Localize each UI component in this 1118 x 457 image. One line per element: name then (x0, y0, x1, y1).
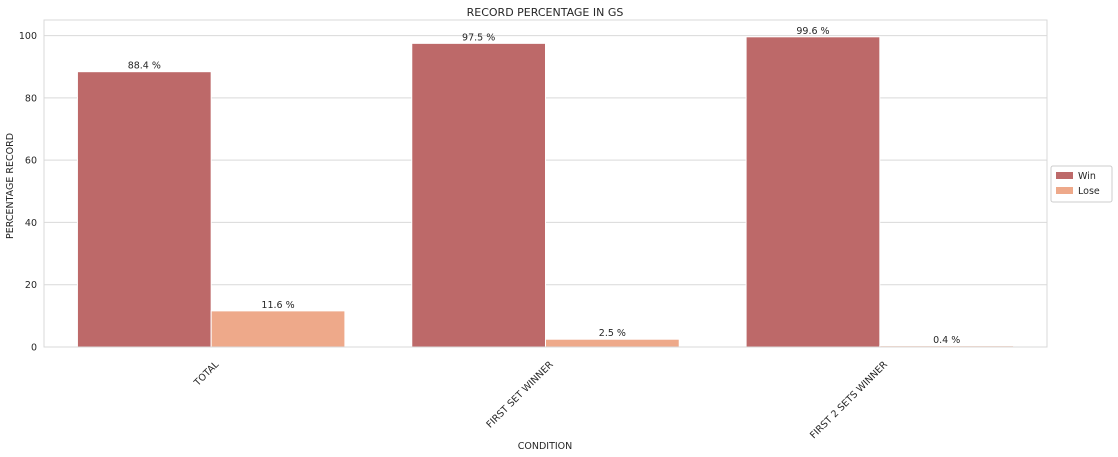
legend-swatch-lose (1056, 187, 1073, 194)
data-label: 0.4 % (933, 335, 960, 346)
y-axis-label: PERCENTAGE RECORD (5, 133, 16, 239)
bar-lose-1 (545, 338, 680, 348)
y-tick-label: 80 (25, 93, 37, 104)
legend-label-win: Win (1078, 171, 1096, 182)
data-labels: 88.4 % 11.6 % 97.5 % 2.5 % 99.6 % 0.4 % (128, 26, 961, 346)
data-label: 97.5 % (462, 32, 495, 43)
bar-win-0 (76, 71, 212, 348)
y-ticks: 0 20 40 60 80 100 (19, 31, 37, 353)
legend: Win Lose (1050, 165, 1113, 203)
y-tick-label: 100 (19, 31, 37, 42)
data-label: 11.6 % (261, 300, 294, 311)
data-label: 99.6 % (796, 26, 829, 37)
x-axis-label: CONDITION (518, 441, 573, 452)
y-tick-label: 20 (25, 280, 37, 291)
data-label: 88.4 % (128, 61, 161, 72)
bar-lose-0 (210, 310, 346, 348)
y-tick-label: 0 (31, 343, 37, 354)
legend-label-lose: Lose (1078, 186, 1100, 197)
bar-win-2 (745, 36, 881, 348)
y-tick-label: 40 (25, 218, 37, 229)
bar-win-1 (411, 42, 546, 348)
data-label: 2.5 % (599, 328, 626, 339)
legend-swatch-win (1056, 172, 1073, 179)
chart-title: RECORD PERCENTAGE IN GS (467, 6, 624, 19)
plot-frame (43, 19, 1048, 348)
bars (76, 36, 1015, 348)
y-tick-label: 60 (25, 156, 37, 167)
